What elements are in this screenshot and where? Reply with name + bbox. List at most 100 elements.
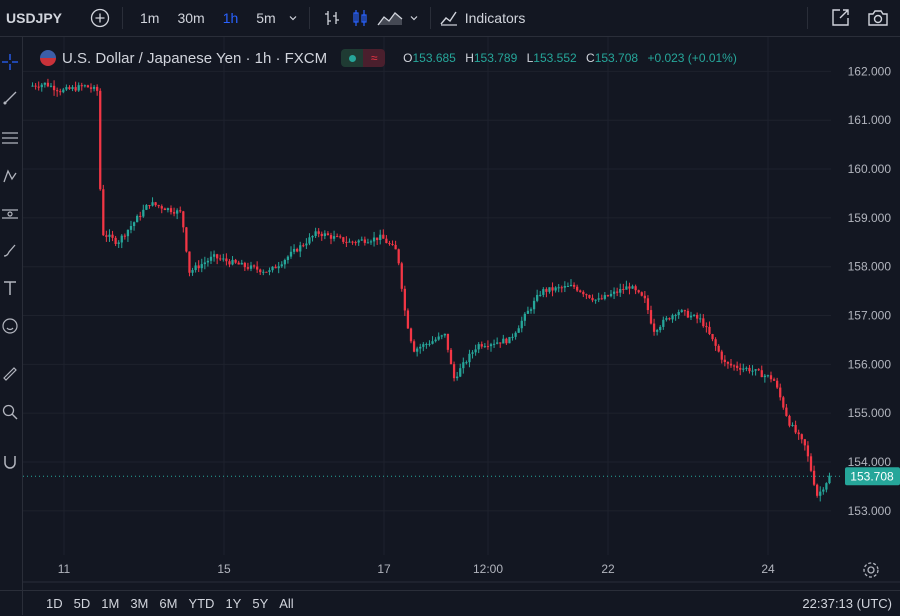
- candle-body: [43, 82, 46, 85]
- candle-body: [652, 323, 656, 332]
- range-1y[interactable]: 1Y: [225, 596, 242, 611]
- candle-body: [243, 262, 246, 268]
- candle-body: [292, 248, 296, 252]
- range-6m[interactable]: 6M: [159, 596, 178, 611]
- utc-clock[interactable]: 22:37:13 (UTC): [802, 596, 892, 611]
- candle-body: [234, 259, 237, 263]
- candle-body: [40, 84, 43, 88]
- brush-icon[interactable]: [0, 239, 20, 261]
- candle-body: [526, 310, 530, 314]
- fib-retracement-icon[interactable]: [0, 127, 20, 149]
- candle-body: [532, 300, 536, 310]
- candle-body: [705, 326, 708, 328]
- candle-body: [228, 261, 231, 265]
- candle-body: [212, 254, 216, 257]
- candle-body: [148, 205, 151, 207]
- bar-style-icon[interactable]: [318, 4, 346, 32]
- candle-body: [480, 344, 483, 347]
- indicators-button[interactable]: Indicators: [439, 7, 526, 30]
- candle-body: [80, 85, 83, 87]
- candle-body: [505, 338, 508, 344]
- candle-body: [643, 295, 646, 299]
- chart-style-chevron-down-icon[interactable]: [406, 4, 422, 32]
- candle-body: [612, 291, 616, 294]
- emoji-icon[interactable]: [0, 315, 20, 337]
- magnet-icon[interactable]: [0, 451, 20, 473]
- candle-body: [317, 231, 320, 234]
- timeframe-1m[interactable]: 1m: [140, 10, 160, 26]
- candle-body: [437, 336, 440, 340]
- range-3m[interactable]: 3M: [130, 596, 149, 611]
- range-ytd[interactable]: YTD: [188, 596, 215, 611]
- candle-body: [557, 287, 560, 289]
- candle-body: [456, 376, 459, 379]
- candle-body: [56, 90, 59, 92]
- text-tool-icon[interactable]: [0, 277, 20, 299]
- market-status-pill[interactable]: ≈: [341, 49, 386, 67]
- range-1d[interactable]: 1D: [46, 596, 63, 611]
- indicators-label: Indicators: [464, 10, 526, 26]
- candle-body: [511, 336, 514, 338]
- candle-body: [151, 202, 154, 206]
- crosshair-icon[interactable]: [0, 51, 20, 73]
- candle-body: [34, 85, 37, 87]
- candle-body: [806, 445, 810, 457]
- candle-body: [136, 215, 139, 223]
- candle-body: [819, 491, 822, 496]
- candle-body: [379, 234, 382, 241]
- candle-style-icon[interactable]: [346, 4, 374, 32]
- candle-body: [71, 87, 74, 90]
- candle-body: [649, 310, 653, 324]
- timeframe-30m[interactable]: 30m: [177, 10, 205, 26]
- candle-body: [492, 343, 496, 345]
- prediction-icon[interactable]: [0, 203, 20, 225]
- candle-body: [634, 286, 637, 291]
- chart-symbol-title[interactable]: U.S. Dollar / Japanese Yen · 1h · FXCM: [62, 49, 328, 67]
- candle-body: [717, 345, 720, 352]
- candle-body: [249, 265, 253, 269]
- candle-body: [302, 245, 305, 247]
- candle-body: [483, 346, 486, 348]
- candle-body: [394, 244, 397, 250]
- range-all[interactable]: All: [279, 596, 294, 611]
- symbol-selector[interactable]: USDJPY: [6, 10, 63, 26]
- range-1m[interactable]: 1M: [101, 596, 120, 611]
- candle-body: [274, 266, 277, 269]
- snapshot-icon[interactable]: [864, 4, 892, 32]
- candle-body: [766, 375, 770, 377]
- ruler-icon[interactable]: [0, 363, 20, 385]
- candle-body: [536, 294, 539, 301]
- toolbar-divider: [429, 7, 431, 29]
- trend-line-icon[interactable]: [0, 87, 20, 109]
- price-chart[interactable]: 162.000 161.000 160.000 159.000 158.000 157.0…: [23, 37, 900, 590]
- timeframe-5m[interactable]: 5m: [256, 10, 276, 26]
- candle-body: [471, 352, 474, 354]
- candle-body: [280, 264, 283, 267]
- timeframe-1h[interactable]: 1h: [222, 10, 239, 26]
- area-style-icon[interactable]: [374, 4, 406, 32]
- candle-body: [736, 365, 739, 368]
- candle-body: [711, 334, 714, 340]
- fullscreen-icon[interactable]: [826, 4, 854, 32]
- timeframe-chevron-down-icon[interactable]: [285, 4, 301, 32]
- change-value: +0.023 (+0.01%): [647, 51, 737, 65]
- pattern-icon[interactable]: [0, 165, 20, 187]
- candle-body: [62, 89, 65, 93]
- open-label: O: [403, 51, 413, 65]
- add-symbol-icon[interactable]: [86, 4, 114, 32]
- range-5d[interactable]: 5D: [73, 596, 91, 611]
- candle-body: [554, 287, 557, 291]
- candle-body: [496, 342, 499, 344]
- drawing-toolbar: [0, 37, 23, 615]
- candle-body: [105, 235, 108, 237]
- candle-body: [283, 259, 286, 265]
- high-value: 153.789: [473, 51, 518, 65]
- range-5y[interactable]: 5Y: [252, 596, 269, 611]
- chart-settings-icon[interactable]: [862, 561, 880, 579]
- candle-body: [262, 271, 265, 273]
- candle-body: [468, 353, 471, 363]
- zoom-icon[interactable]: [0, 401, 20, 423]
- candle-body: [320, 233, 323, 237]
- candle-body: [625, 286, 628, 290]
- candle-body: [674, 315, 677, 317]
